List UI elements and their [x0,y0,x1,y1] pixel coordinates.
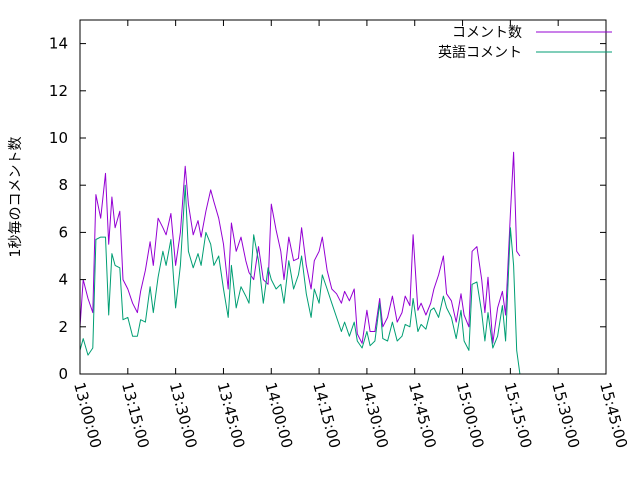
y-tick-label: 14 [49,35,68,53]
y-axis-title: 1秒毎のコメント数 [8,137,24,258]
series-line-0 [79,151,521,344]
plot-marks [79,151,521,375]
series-line-1 [79,184,521,375]
legend-label: 英語コメント [438,44,522,61]
y-tick-label: 10 [49,129,68,147]
y-tick-label: 4 [58,271,68,289]
y-tick-label: 8 [58,176,68,194]
plot-frame [79,19,607,375]
y-tick-label: 2 [58,318,68,336]
y-tick-label: 0 [58,365,68,383]
y-tick-label: 12 [49,82,68,100]
legend-label: コメント数 [452,25,522,41]
y-tick-label: 6 [58,223,68,241]
y-axis: 0 2 4 6 8 10 12 14 [49,35,606,383]
